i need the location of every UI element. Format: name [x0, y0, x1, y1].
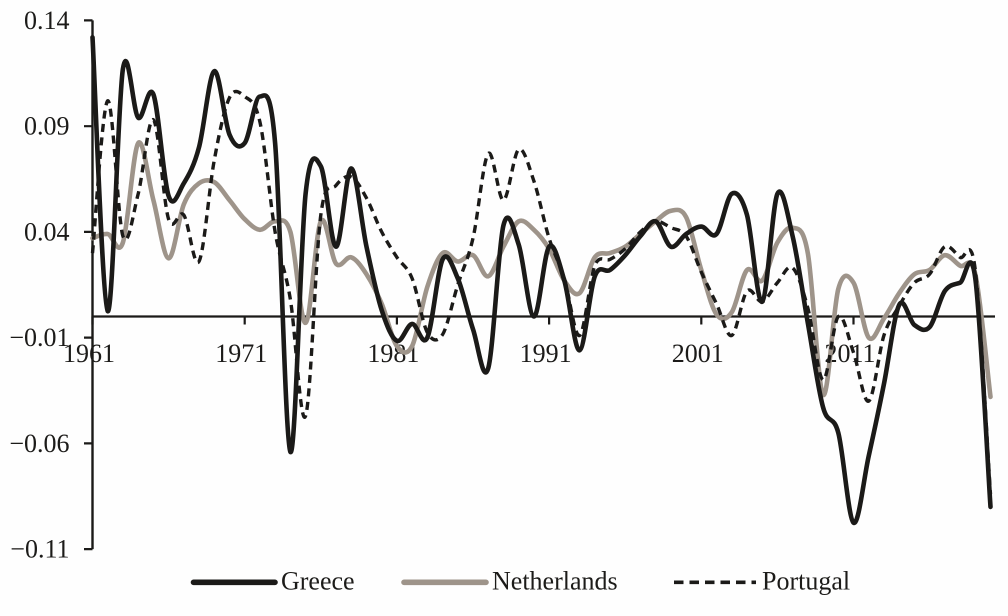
svg-text:Portugal: Portugal: [762, 567, 850, 596]
svg-text:0.14: 0.14: [24, 6, 70, 35]
svg-text:1991: 1991: [520, 339, 572, 368]
svg-text:0.09: 0.09: [24, 112, 70, 141]
svg-text:Greece: Greece: [281, 567, 355, 596]
svg-text:−0.01: −0.01: [9, 323, 69, 352]
svg-text:Netherlands: Netherlands: [492, 567, 618, 596]
svg-text:−0.11: −0.11: [10, 535, 69, 564]
svg-text:−0.06: −0.06: [9, 429, 69, 458]
svg-text:2001: 2001: [672, 339, 724, 368]
svg-text:0.04: 0.04: [24, 217, 70, 246]
svg-text:1971: 1971: [215, 339, 267, 368]
svg-text:1961: 1961: [63, 339, 115, 368]
